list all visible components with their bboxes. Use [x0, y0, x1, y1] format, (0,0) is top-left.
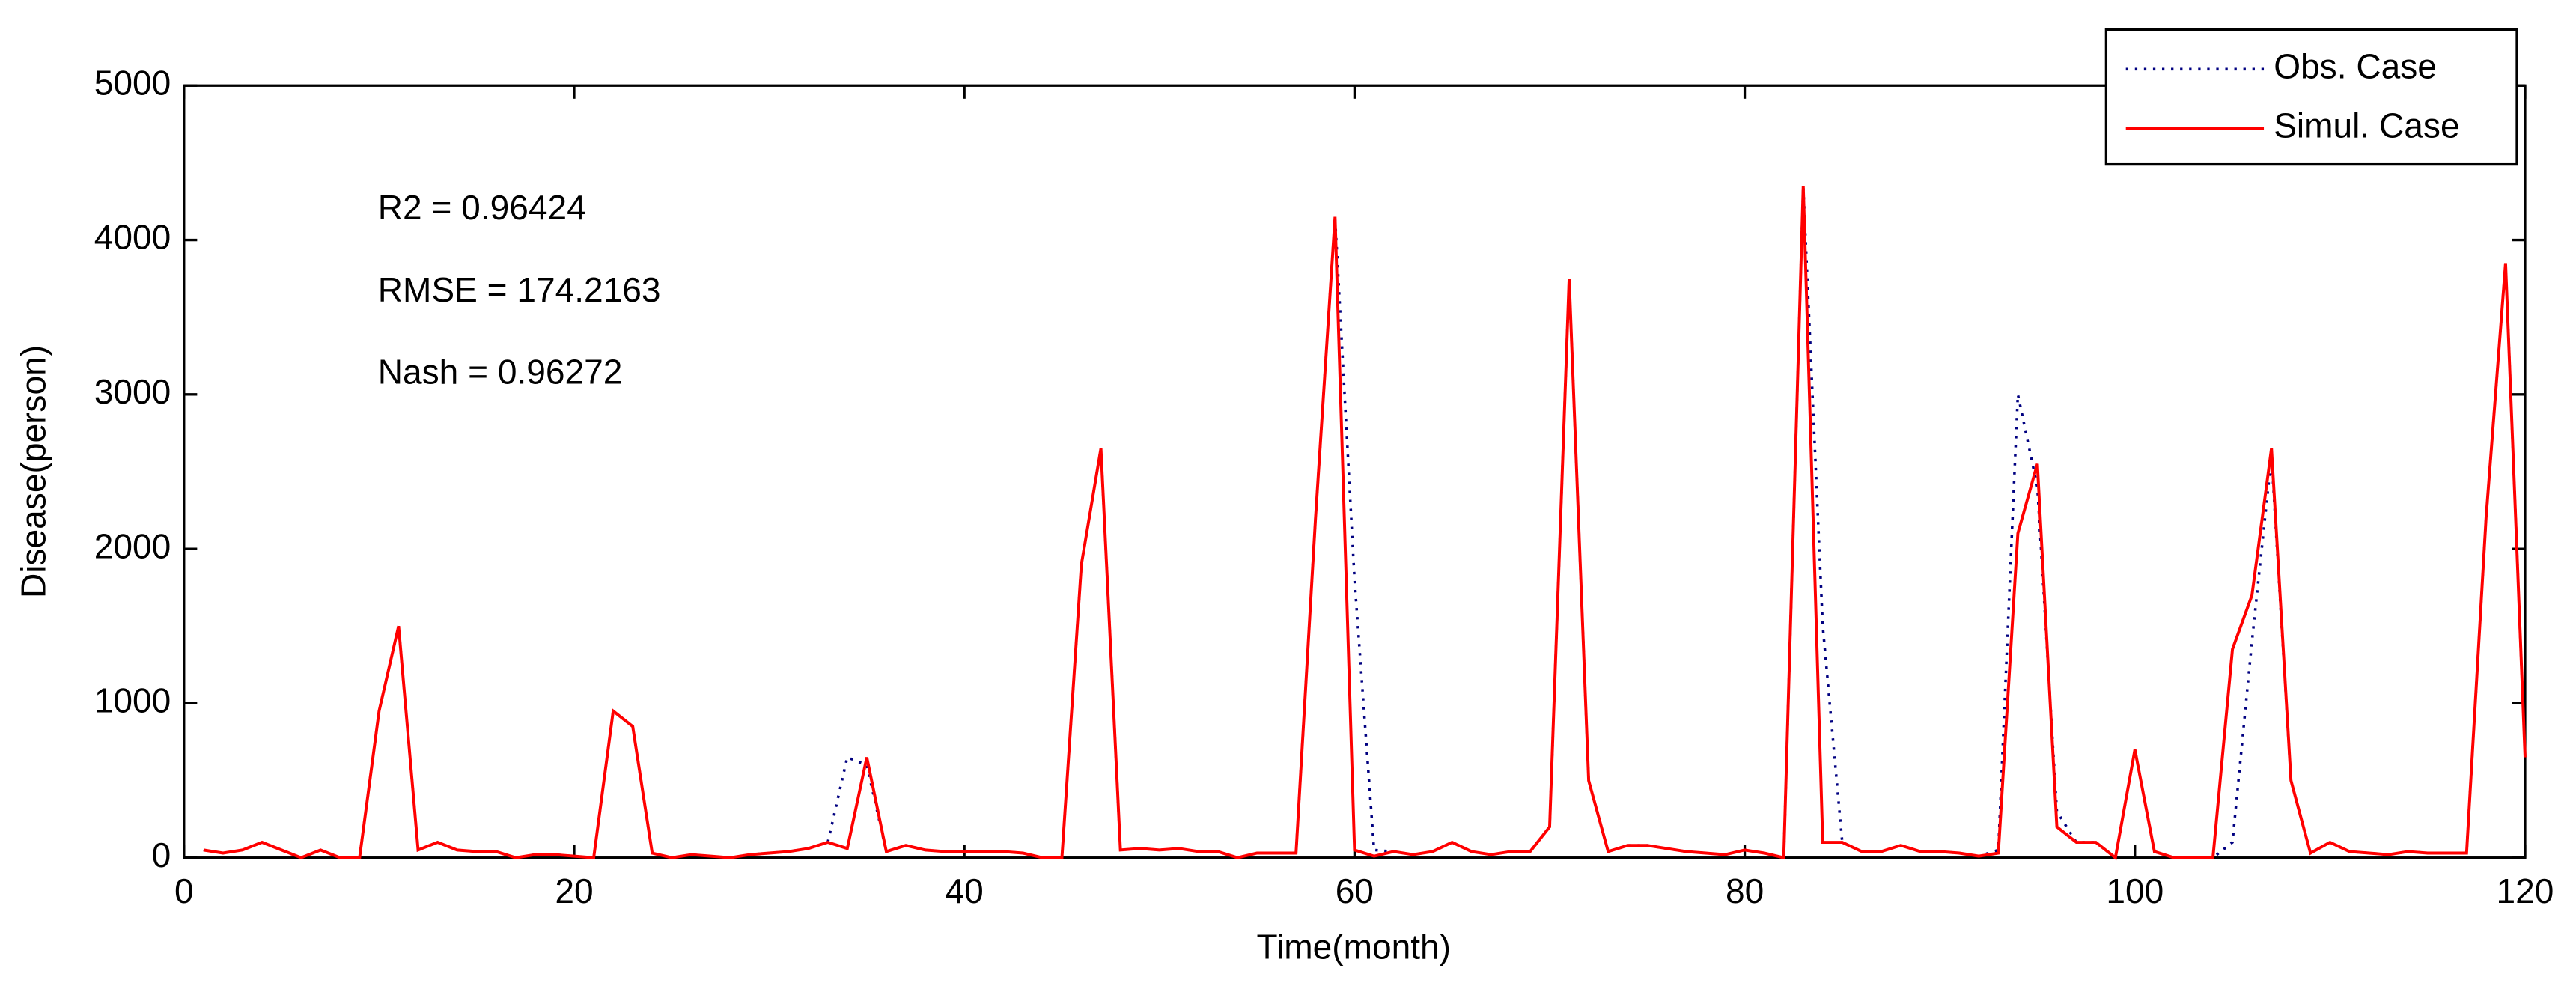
- x-tick-label: 40: [946, 871, 984, 910]
- annotation: RMSE = 174.2163: [378, 270, 661, 309]
- x-tick-label: 0: [174, 871, 194, 910]
- y-tick-label: 4000: [94, 218, 171, 257]
- x-tick-label: 20: [555, 871, 593, 910]
- x-tick-label: 80: [1726, 871, 1764, 910]
- legend-label: Simul. Case: [2274, 106, 2459, 144]
- y-tick-label: 1000: [94, 681, 171, 720]
- series-line: [203, 186, 2527, 861]
- y-tick-label: 3000: [94, 372, 171, 411]
- annotation: Nash = 0.96272: [378, 353, 623, 392]
- y-tick-label: 5000: [94, 63, 171, 102]
- y-tick-label: 2000: [94, 526, 171, 565]
- y-axis-label: Disease(person): [13, 345, 52, 598]
- legend-box: [2104, 28, 2518, 166]
- annotation: R2 = 0.96424: [378, 188, 586, 227]
- x-tick-label: 100: [2106, 871, 2164, 910]
- y-tick-label: 0: [152, 836, 171, 874]
- x-tick-label: 60: [1336, 871, 1374, 910]
- legend-label: Obs. Case: [2274, 46, 2437, 85]
- x-tick-label: 120: [2497, 871, 2554, 910]
- x-axis-label: Time(month): [1257, 928, 1451, 967]
